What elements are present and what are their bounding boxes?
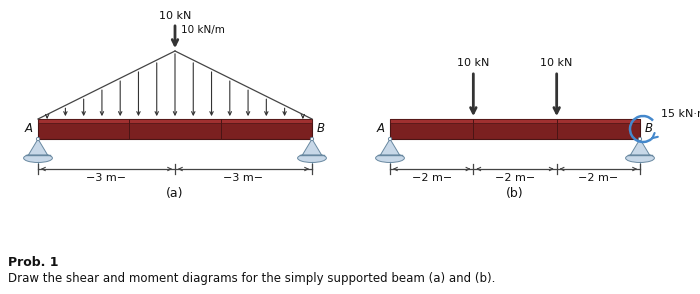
Text: 10 kN: 10 kN — [457, 58, 489, 68]
Text: −2 m−: −2 m− — [578, 173, 619, 183]
Text: B: B — [317, 123, 325, 136]
Text: B: B — [645, 123, 653, 136]
Circle shape — [389, 137, 391, 141]
Text: −3 m−: −3 m− — [86, 173, 127, 183]
Polygon shape — [631, 139, 650, 155]
Polygon shape — [302, 139, 321, 155]
Text: −3 m−: −3 m− — [223, 173, 264, 183]
Text: Draw the shear and moment diagrams for the simply supported beam (a) and (b).: Draw the shear and moment diagrams for t… — [8, 272, 496, 285]
Text: A: A — [25, 123, 33, 136]
Bar — [390, 119, 640, 123]
Text: Prob. 1: Prob. 1 — [8, 256, 59, 269]
Text: −2 m−: −2 m− — [412, 173, 452, 183]
Ellipse shape — [24, 154, 52, 163]
Text: 15 kN·m: 15 kN·m — [661, 109, 700, 119]
Ellipse shape — [298, 154, 326, 163]
Text: 10 kN: 10 kN — [159, 11, 191, 21]
Polygon shape — [380, 139, 400, 155]
Text: (a): (a) — [167, 187, 183, 200]
Ellipse shape — [626, 154, 655, 163]
Text: −2 m−: −2 m− — [495, 173, 535, 183]
Text: 10 kN/m: 10 kN/m — [181, 25, 225, 35]
Bar — [38, 119, 312, 139]
Text: (b): (b) — [506, 187, 524, 200]
Polygon shape — [29, 139, 48, 155]
Circle shape — [638, 137, 642, 141]
Text: 10 kN: 10 kN — [540, 58, 573, 68]
Circle shape — [310, 137, 314, 141]
Text: A: A — [377, 123, 385, 136]
Circle shape — [36, 137, 40, 141]
Bar — [38, 119, 312, 123]
Ellipse shape — [376, 154, 405, 163]
Bar — [390, 119, 640, 139]
